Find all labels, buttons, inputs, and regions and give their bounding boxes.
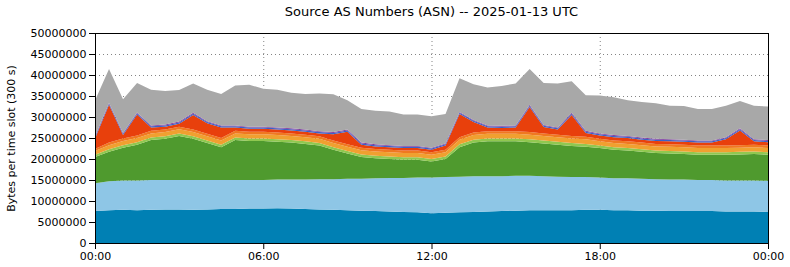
- svg-text:Bytes per time slot (300 s): Bytes per time slot (300 s): [5, 65, 18, 212]
- svg-text:10000000: 10000000: [31, 195, 87, 208]
- svg-text:40000000: 40000000: [31, 69, 87, 82]
- svg-text:50000000: 50000000: [31, 27, 87, 40]
- svg-text:06:00: 06:00: [248, 250, 280, 263]
- svg-text:12:00: 12:00: [416, 250, 448, 263]
- svg-text:18:00: 18:00: [584, 250, 616, 263]
- svg-text:45000000: 45000000: [31, 48, 87, 61]
- svg-text:0: 0: [80, 237, 87, 250]
- html-text:Source AS Numbers (ASN) -- 202: Source AS Numbers (ASN) -- 2025-01-13 UT…: [284, 4, 579, 19]
- svg-text:5000000: 5000000: [38, 216, 87, 229]
- svg-text:00:00: 00:00: [753, 250, 785, 263]
- svg-text:35000000: 35000000: [31, 90, 87, 103]
- svg-text:25000000: 25000000: [31, 132, 87, 145]
- svg-text:00:00: 00:00: [80, 250, 112, 263]
- svg-text:30000000: 30000000: [31, 111, 87, 124]
- svg-text:15000000: 15000000: [31, 174, 87, 187]
- svg-text:20000000: 20000000: [31, 153, 87, 166]
